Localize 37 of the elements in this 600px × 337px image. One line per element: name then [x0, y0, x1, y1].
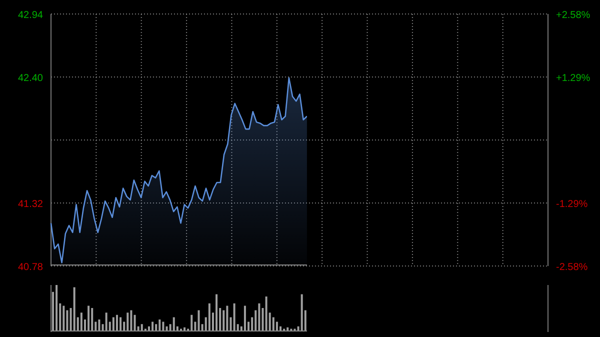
bar [233, 303, 236, 331]
bar [98, 320, 100, 331]
bar [152, 322, 154, 331]
y2-tick-label: -1.29% [556, 199, 588, 210]
y2-tick-label: +1.29% [556, 73, 590, 84]
bar [88, 306, 90, 331]
bar [300, 294, 303, 331]
bar [258, 303, 260, 331]
y-tick-label: 42.94 [18, 10, 44, 21]
bar [73, 287, 76, 331]
bar [134, 314, 136, 331]
bar [158, 320, 161, 331]
bar [226, 306, 228, 331]
bar [130, 310, 132, 331]
bar [120, 317, 122, 331]
bar [190, 314, 193, 331]
bar [116, 314, 118, 331]
y2-tick-label: +2.58% [556, 10, 590, 21]
y-tick-label: 41.32 [18, 199, 44, 210]
bar [162, 322, 164, 331]
bar [126, 312, 129, 331]
bar [216, 294, 218, 331]
bar [140, 324, 143, 331]
bar [244, 306, 246, 331]
bar [91, 308, 94, 331]
y-tick-label: 40.78 [18, 262, 44, 273]
bar [80, 312, 82, 331]
y-tick-label: 42.40 [18, 73, 44, 84]
bar [62, 306, 65, 331]
bar [265, 296, 268, 331]
bar [198, 310, 200, 331]
bar [208, 303, 210, 331]
bar [56, 285, 58, 331]
bar [172, 317, 175, 331]
bar [105, 312, 108, 331]
bar [112, 317, 114, 331]
y2-tick-label: -2.58% [556, 262, 588, 273]
